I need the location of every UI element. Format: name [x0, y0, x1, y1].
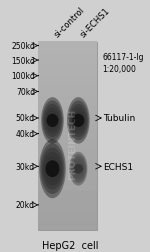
Text: 100kd: 100kd — [11, 72, 35, 81]
Ellipse shape — [73, 162, 84, 176]
Ellipse shape — [43, 152, 62, 186]
Ellipse shape — [42, 148, 63, 190]
Text: 150kd: 150kd — [11, 56, 35, 65]
Ellipse shape — [41, 98, 64, 144]
Text: 70kd: 70kd — [16, 88, 35, 97]
Text: ECHS1: ECHS1 — [103, 162, 133, 171]
Ellipse shape — [42, 101, 63, 141]
Ellipse shape — [70, 108, 86, 134]
Ellipse shape — [39, 140, 66, 199]
Ellipse shape — [44, 156, 61, 182]
Ellipse shape — [45, 161, 59, 177]
Bar — [38, 43, 96, 230]
Ellipse shape — [68, 101, 88, 141]
Text: Tubulin: Tubulin — [103, 114, 135, 123]
Ellipse shape — [69, 104, 87, 137]
Text: PROTEINTECH: PROTEINTECH — [68, 108, 77, 179]
Text: 66117-1-Ig
1:20,000: 66117-1-Ig 1:20,000 — [102, 52, 144, 74]
Ellipse shape — [43, 104, 62, 137]
Text: 20kd: 20kd — [16, 201, 35, 210]
Text: 40kd: 40kd — [16, 130, 35, 139]
Ellipse shape — [72, 160, 85, 179]
Text: HepG2  cell: HepG2 cell — [42, 240, 98, 249]
Ellipse shape — [45, 111, 59, 131]
Ellipse shape — [67, 98, 90, 144]
Text: 30kd: 30kd — [16, 162, 35, 171]
Ellipse shape — [71, 157, 86, 181]
Ellipse shape — [46, 114, 58, 128]
Ellipse shape — [69, 152, 87, 186]
Ellipse shape — [74, 164, 83, 174]
Text: 50kd: 50kd — [16, 114, 35, 123]
Ellipse shape — [72, 114, 84, 128]
Text: si-ECHS1: si-ECHS1 — [78, 6, 111, 39]
Text: si-control: si-control — [52, 5, 86, 39]
Ellipse shape — [40, 144, 64, 194]
Text: 250kd: 250kd — [11, 42, 35, 51]
Ellipse shape — [70, 154, 87, 183]
Ellipse shape — [44, 108, 61, 134]
Ellipse shape — [71, 111, 85, 131]
